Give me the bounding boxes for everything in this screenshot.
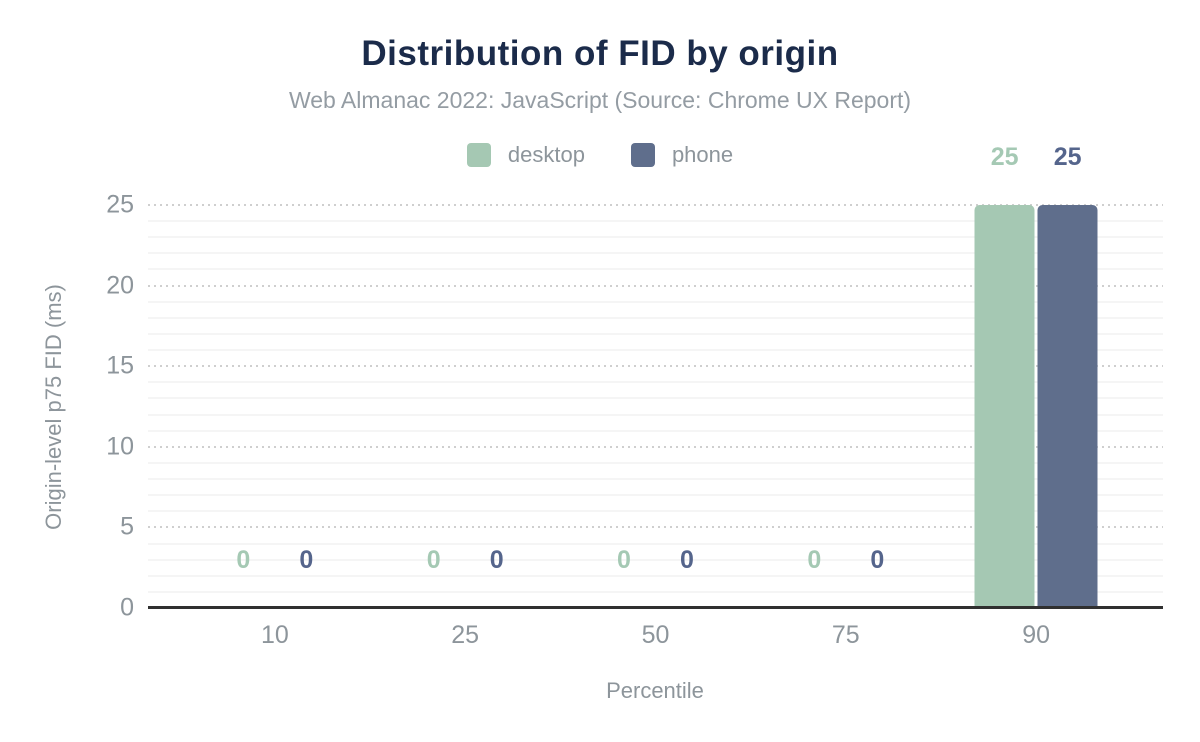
bar-column-phone-p25: 0 bbox=[467, 546, 527, 608]
major-gridline-20 bbox=[148, 284, 1163, 287]
legend: desktop phone bbox=[0, 142, 1200, 168]
legend-item-desktop: desktop bbox=[466, 142, 585, 168]
bar-column-desktop-p50: 0 bbox=[594, 546, 654, 608]
value-label-phone-p10: 0 bbox=[299, 546, 314, 574]
value-label-desktop-p90: 25 bbox=[990, 143, 1019, 171]
x-tick-label-25: 25 bbox=[451, 621, 480, 649]
value-label-desktop-p10: 0 bbox=[236, 546, 251, 574]
bar-phone-p90[interactable] bbox=[1037, 205, 1098, 608]
chart-title: Distribution of FID by origin bbox=[361, 34, 839, 73]
legend-item-phone: phone bbox=[630, 142, 734, 168]
y-tick-label-15: 15 bbox=[106, 351, 134, 380]
bar-column-desktop-p90: 25 bbox=[974, 143, 1035, 608]
plot-area: 0 5 10 15 20 25 0 0 10 0 0 25 0 0 50 0 0 75 25 25 90 bbox=[106, 143, 1163, 649]
minor-gridline-13 bbox=[148, 397, 1163, 400]
minor-gridline-2 bbox=[148, 574, 1163, 577]
bar-desktop-p90[interactable] bbox=[974, 205, 1035, 608]
value-label-phone-p25: 0 bbox=[489, 546, 504, 574]
legend-swatch-phone bbox=[630, 143, 655, 167]
y-tick-label-10: 10 bbox=[106, 432, 134, 461]
minor-gridline-1 bbox=[148, 590, 1163, 593]
value-label-desktop-p75: 0 bbox=[807, 546, 822, 574]
value-label-desktop-p25: 0 bbox=[426, 546, 441, 574]
minor-gridline-6 bbox=[148, 510, 1163, 513]
legend-swatch-desktop bbox=[466, 143, 491, 167]
bar-column-phone-p10: 0 bbox=[276, 546, 336, 608]
bar-column-phone-p75: 0 bbox=[847, 546, 907, 608]
x-tick-label-75: 75 bbox=[831, 621, 860, 649]
minor-gridline-21 bbox=[148, 268, 1163, 271]
minor-gridline-22 bbox=[148, 252, 1163, 255]
x-tick-label-10: 10 bbox=[260, 621, 289, 649]
legend-label-desktop: desktop bbox=[507, 142, 585, 167]
minor-gridline-4 bbox=[148, 542, 1163, 545]
minor-gridline-14 bbox=[148, 381, 1163, 384]
major-gridline-5 bbox=[148, 526, 1163, 529]
minor-gridline-9 bbox=[148, 461, 1163, 464]
x-tick-label-50: 50 bbox=[641, 621, 670, 649]
major-gridline-25 bbox=[148, 204, 1163, 206]
y-tick-label-25: 25 bbox=[106, 190, 134, 219]
bar-column-desktop-p25: 0 bbox=[404, 546, 464, 608]
value-label-desktop-p50: 0 bbox=[617, 546, 631, 574]
minor-gridline-24 bbox=[148, 220, 1163, 223]
bar-column-phone-p90: 25 bbox=[1037, 143, 1098, 608]
bar-column-phone-p50: 0 bbox=[657, 546, 717, 608]
bar-group-p90: 25 25 bbox=[974, 143, 1098, 608]
bar-column-desktop-p10: 0 bbox=[213, 546, 273, 608]
chart-header: Distribution of FID by origin Web Almana… bbox=[0, 34, 1200, 114]
y-axis-title: Origin-level p75 FID (ms) bbox=[41, 284, 66, 530]
x-axis-line bbox=[148, 606, 1163, 609]
y-tick-label-5: 5 bbox=[120, 512, 134, 541]
minor-gridline-17 bbox=[148, 332, 1163, 335]
minor-gridline-23 bbox=[148, 236, 1163, 239]
value-label-phone-p75: 0 bbox=[870, 546, 885, 574]
minor-gridline-3 bbox=[148, 558, 1163, 561]
minor-gridline-19 bbox=[148, 300, 1163, 303]
major-gridline-10 bbox=[148, 445, 1163, 448]
x-tick-label-90: 90 bbox=[1022, 621, 1051, 649]
legend-label-phone: phone bbox=[671, 142, 734, 167]
minor-gridline-8 bbox=[148, 478, 1163, 481]
x-axis-title: Percentile bbox=[606, 678, 704, 703]
value-label-phone-p50: 0 bbox=[680, 546, 694, 574]
minor-gridline-18 bbox=[148, 316, 1163, 319]
minor-gridline-12 bbox=[148, 413, 1163, 416]
minor-gridline-7 bbox=[148, 494, 1163, 497]
chart-subtitle: Web Almanac 2022: JavaScript (Source: Ch… bbox=[288, 87, 912, 113]
minor-gridline-11 bbox=[148, 429, 1163, 432]
bar-column-desktop-p75: 0 bbox=[784, 546, 844, 608]
minor-gridline-16 bbox=[148, 349, 1163, 352]
major-gridline-15 bbox=[148, 365, 1163, 368]
value-label-phone-p90: 25 bbox=[1053, 143, 1082, 171]
y-tick-label-20: 20 bbox=[106, 271, 134, 300]
y-tick-label-0: 0 bbox=[120, 593, 134, 622]
